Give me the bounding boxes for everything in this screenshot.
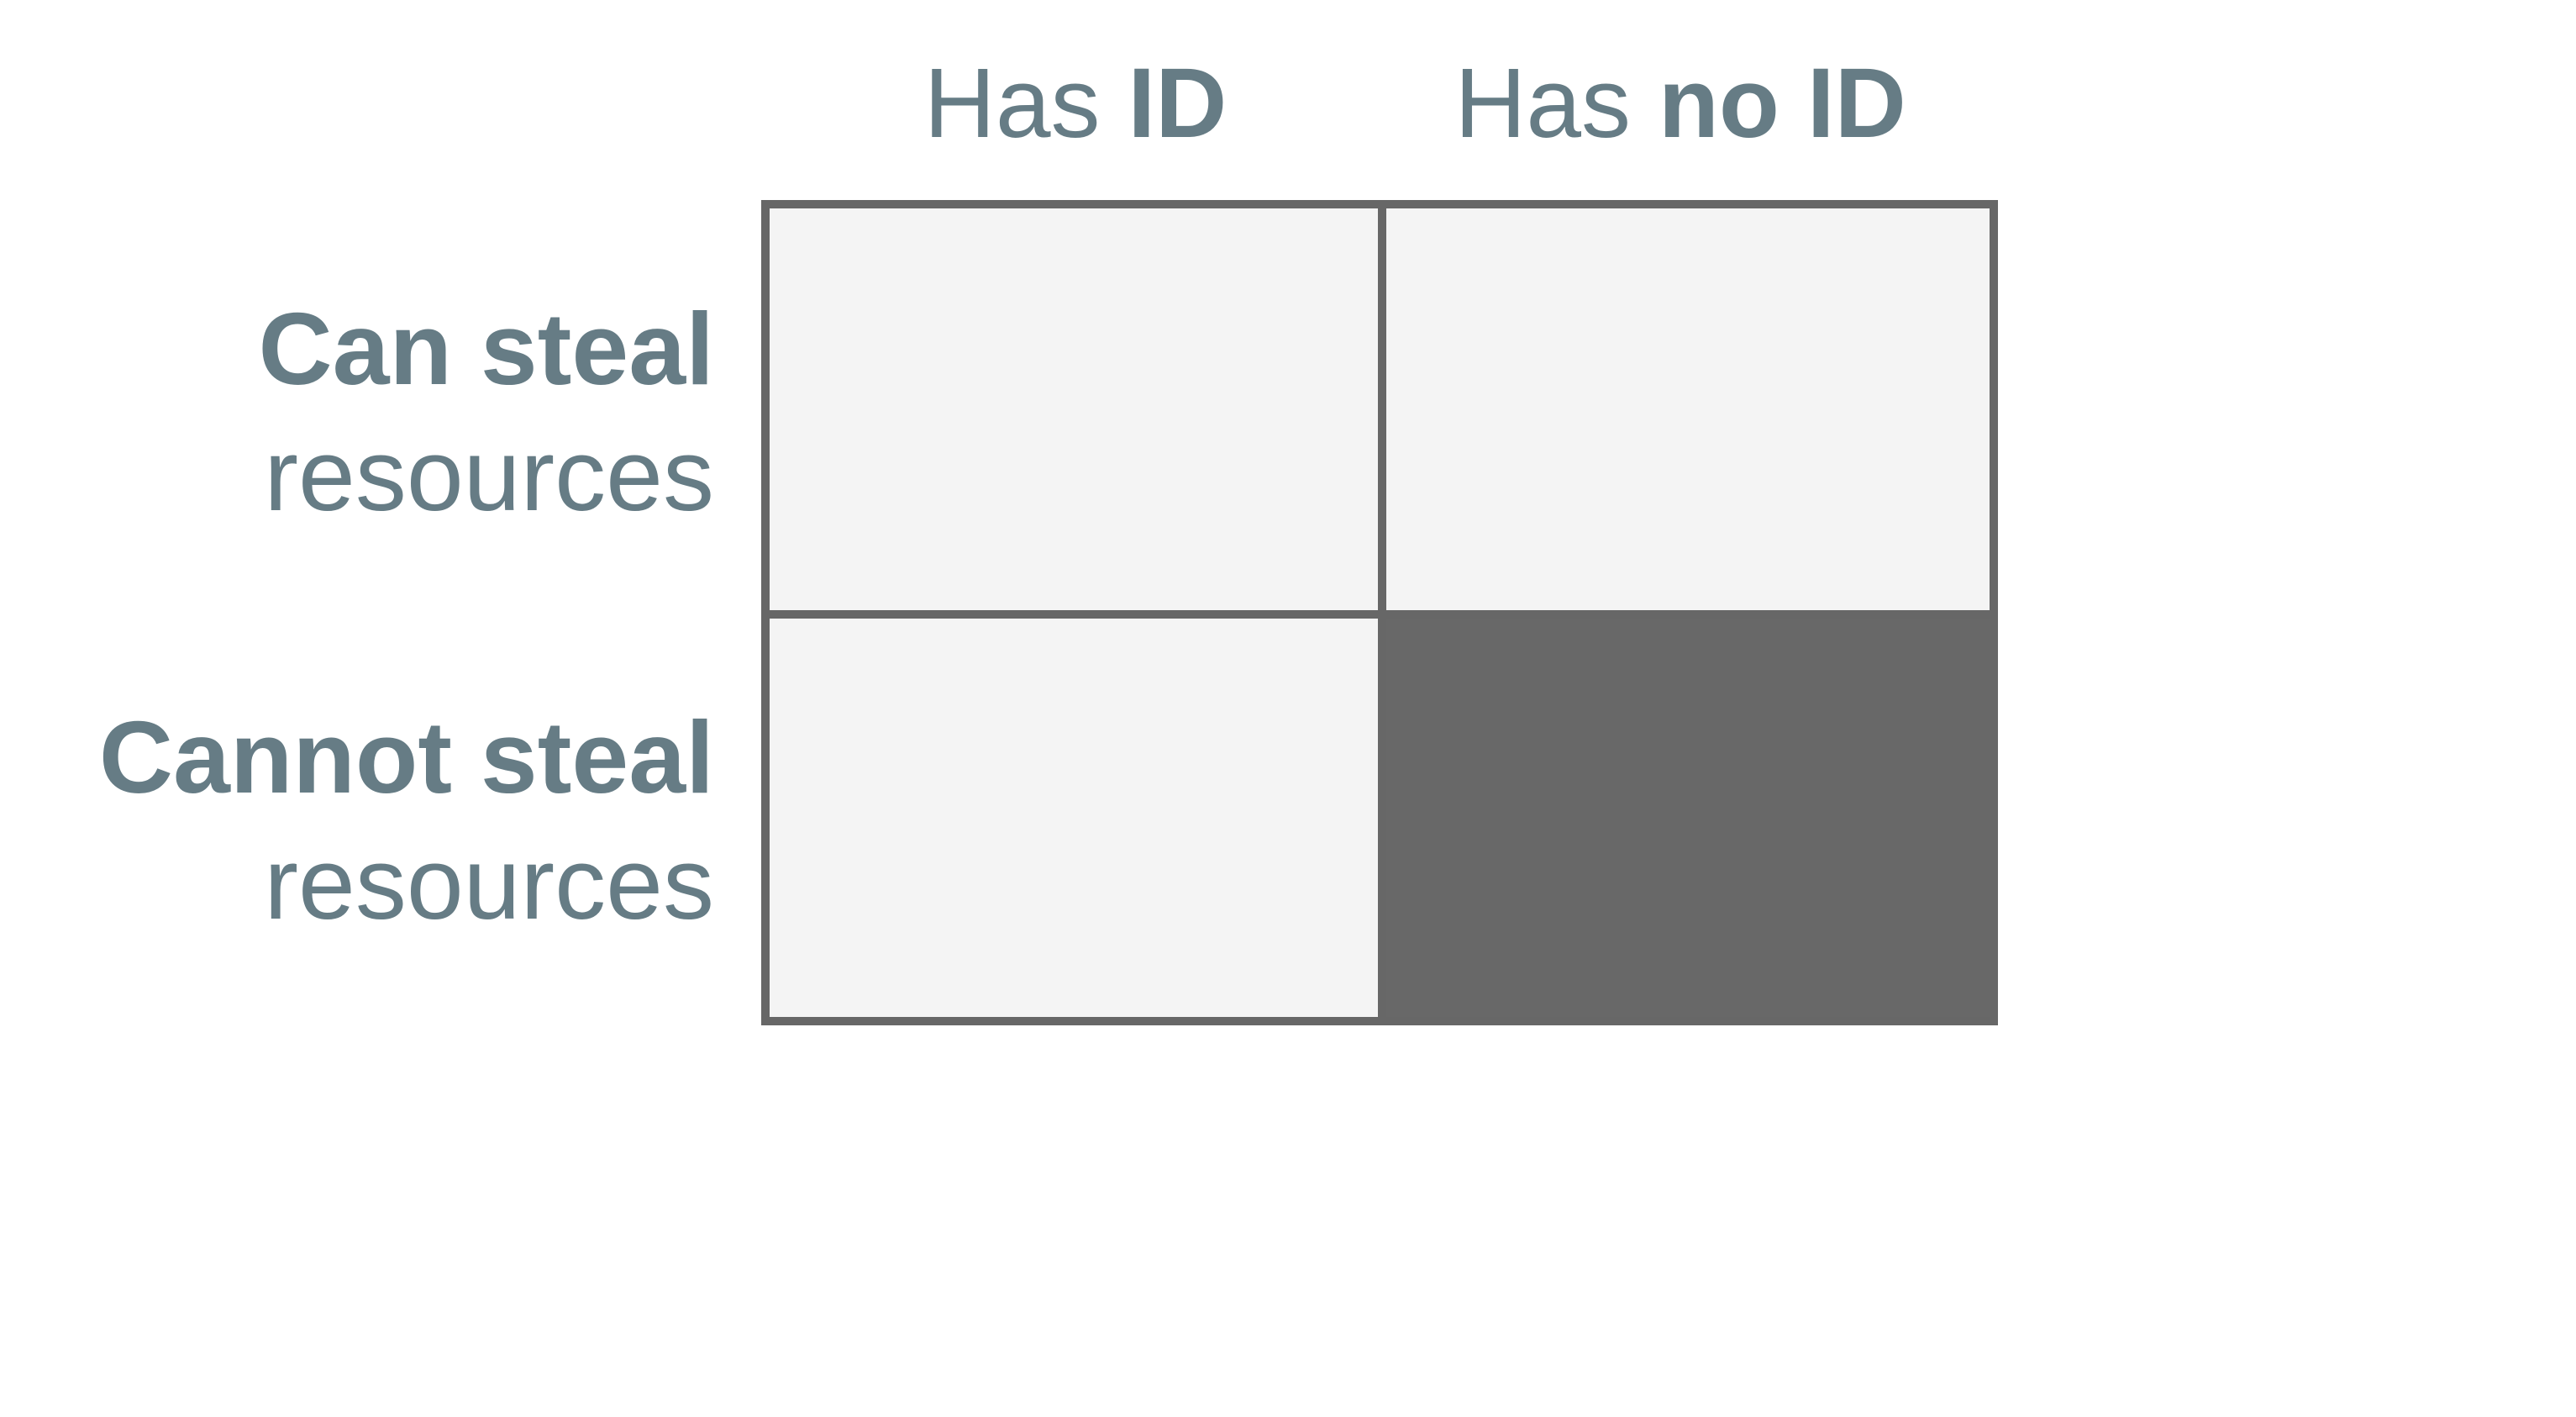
cell-can-steal-has-no-id [1378,200,1998,619]
row-label-suffix: resources [264,826,714,940]
column-header-has-id: Has ID [916,40,1235,166]
row-label-can-steal: Can steal resources [259,286,714,538]
column-header-has-no-id: Has no ID [1454,40,1907,166]
column-header-emphasis: ID [1128,48,1228,159]
row-label-emphasis: Cannot steal [98,700,714,814]
cell-cannot-steal-has-id [761,610,1386,1025]
column-header-prefix: Has [1454,48,1659,159]
row-label-cannot-steal: Cannot steal resources [99,694,714,946]
row-label-suffix: resources [264,418,714,532]
column-header-prefix: Has [923,48,1128,159]
column-header-emphasis: no ID [1658,48,1906,159]
cell-can-steal-has-id [761,200,1386,619]
cell-cannot-steal-has-no-id [1378,610,1998,1025]
row-label-emphasis: Can steal [258,292,714,406]
quadrant-grid [761,200,1998,1025]
